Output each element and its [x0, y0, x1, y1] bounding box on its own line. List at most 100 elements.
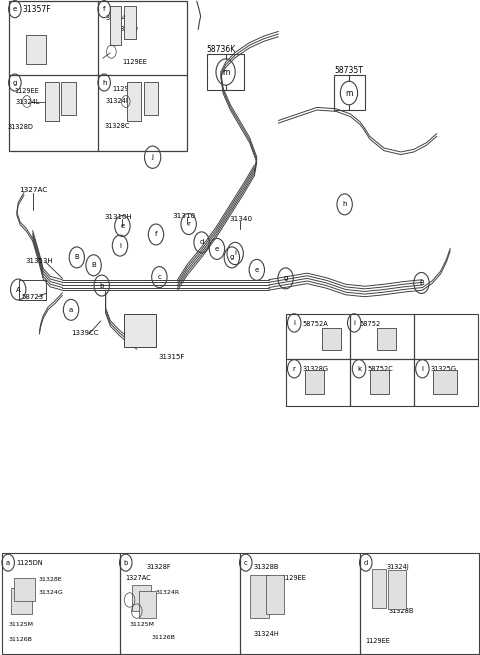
Text: 1129EE: 1129EE	[122, 58, 147, 65]
Bar	[124, 6, 136, 39]
Bar	[322, 328, 341, 350]
Text: 31125M: 31125M	[130, 622, 155, 627]
Text: 1125DN: 1125DN	[16, 559, 42, 566]
Bar	[127, 82, 141, 121]
Bar	[132, 585, 151, 611]
Text: 31328C: 31328C	[104, 122, 130, 129]
Bar	[377, 328, 396, 350]
Text: 31324G: 31324G	[38, 590, 63, 595]
Bar	[11, 588, 32, 614]
Text: 58736K: 58736K	[206, 45, 236, 54]
Bar	[9, 1, 187, 151]
Text: 31328F: 31328F	[146, 563, 171, 570]
Bar	[334, 75, 365, 110]
Text: 58723: 58723	[22, 293, 44, 300]
Text: 31324J: 31324J	[386, 563, 409, 570]
Text: 1339CC: 1339CC	[71, 329, 98, 336]
Bar	[139, 591, 156, 618]
Text: k: k	[357, 365, 361, 372]
Bar	[433, 370, 457, 394]
Text: 31357F: 31357F	[22, 5, 51, 14]
Text: h: h	[342, 201, 347, 208]
Text: 31310: 31310	[173, 213, 196, 219]
Text: e: e	[215, 246, 219, 252]
Bar	[207, 54, 244, 90]
Text: 31328D: 31328D	[8, 124, 34, 130]
Text: m: m	[222, 67, 229, 77]
Text: 31324H: 31324H	[253, 631, 279, 637]
Text: 31324L: 31324L	[16, 99, 40, 105]
Text: a: a	[69, 307, 73, 313]
Text: 31340: 31340	[229, 216, 252, 223]
Text: 58735T: 58735T	[335, 66, 363, 75]
Bar	[14, 578, 35, 601]
Text: e: e	[255, 267, 259, 273]
Text: d: d	[364, 559, 368, 566]
Bar	[110, 6, 121, 45]
Text: e: e	[13, 6, 17, 12]
Text: A: A	[16, 286, 21, 293]
Text: B: B	[91, 262, 96, 269]
Text: r: r	[293, 365, 296, 372]
Text: b: b	[99, 282, 104, 289]
Text: 31328B: 31328B	[389, 608, 414, 614]
Bar	[250, 575, 269, 618]
Bar	[2, 553, 479, 654]
Bar	[26, 35, 46, 64]
Text: 31328D: 31328D	[112, 26, 138, 32]
Bar	[45, 82, 59, 121]
Text: 31353H: 31353H	[25, 257, 53, 264]
Text: l: l	[421, 365, 423, 372]
Text: c: c	[244, 559, 248, 566]
Text: d: d	[199, 239, 204, 246]
Text: l: l	[119, 242, 121, 249]
Text: f: f	[155, 231, 157, 238]
Text: 31310H: 31310H	[105, 214, 132, 221]
Text: 31315F: 31315F	[158, 354, 185, 360]
Text: 31324K: 31324K	[105, 14, 130, 21]
Text: 31328B: 31328B	[253, 563, 279, 570]
Text: c: c	[157, 274, 161, 280]
Text: 31126B: 31126B	[151, 635, 175, 640]
Text: 31328E: 31328E	[38, 577, 62, 582]
Text: 1129EE: 1129EE	[281, 575, 306, 582]
Bar	[61, 82, 76, 115]
Text: g: g	[229, 254, 234, 261]
Bar	[305, 370, 324, 394]
Text: 31125M: 31125M	[8, 622, 33, 627]
Text: B: B	[419, 280, 424, 286]
Text: h: h	[102, 79, 107, 86]
Bar	[388, 570, 406, 609]
Text: 58752: 58752	[359, 320, 380, 327]
Text: m: m	[345, 88, 353, 98]
Text: f: f	[103, 6, 106, 12]
Text: a: a	[6, 559, 10, 566]
Text: r: r	[187, 221, 190, 227]
Text: e: e	[120, 223, 124, 229]
Bar	[370, 370, 389, 394]
Text: i: i	[293, 320, 295, 326]
Text: 31328G: 31328G	[303, 365, 329, 372]
Text: B: B	[74, 254, 79, 261]
Text: 31324N: 31324N	[105, 98, 131, 104]
Text: 31325G: 31325G	[431, 365, 457, 372]
Bar	[372, 569, 386, 608]
Bar	[19, 280, 46, 300]
Text: 1129EE: 1129EE	[112, 86, 137, 92]
Bar	[144, 82, 158, 115]
Bar	[266, 575, 284, 614]
Text: g: g	[283, 275, 288, 282]
Text: i: i	[353, 320, 355, 326]
Text: 31324R: 31324R	[156, 590, 180, 595]
Text: b: b	[124, 559, 128, 566]
Text: 1327AC: 1327AC	[19, 187, 48, 193]
Text: g: g	[12, 79, 17, 86]
Text: 1327AC: 1327AC	[126, 575, 152, 582]
Text: 1129EE: 1129EE	[366, 637, 391, 644]
Text: i: i	[234, 250, 236, 257]
Text: j: j	[152, 154, 154, 160]
Text: 1129EE: 1129EE	[14, 88, 39, 94]
Text: 31126B: 31126B	[8, 637, 32, 642]
Text: 58752C: 58752C	[368, 365, 394, 372]
Bar	[286, 314, 478, 406]
